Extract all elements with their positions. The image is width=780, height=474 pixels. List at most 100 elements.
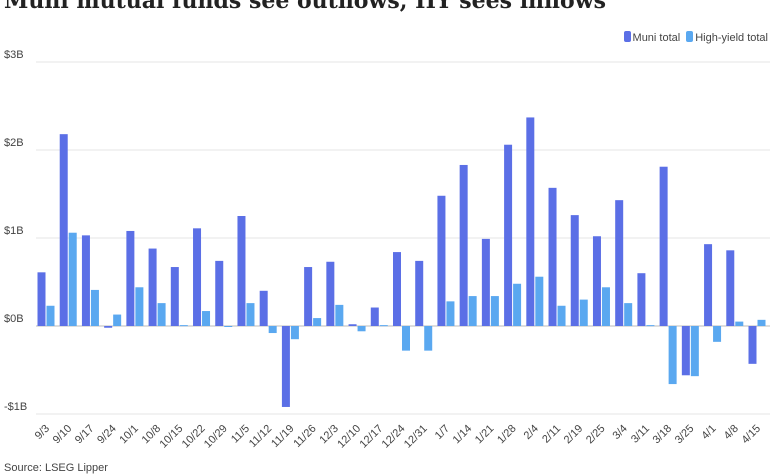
bar-hy-9/17 <box>90 289 99 326</box>
bar-hy-12/31 <box>424 326 433 351</box>
bar-muni-1/28 <box>504 144 513 326</box>
bar-muni-3/25 <box>681 326 690 376</box>
bar-hy-10/29 <box>224 326 233 327</box>
legend-label-muni: Muni total <box>632 32 681 44</box>
bar-hy-11/12 <box>268 326 277 334</box>
y-tick-label: $3B <box>4 49 24 61</box>
legend-swatch-muni <box>623 31 631 42</box>
bar-hy-9/3 <box>46 305 55 326</box>
x-tick-label: 12/17 <box>357 423 385 451</box>
x-tick-label: 1/14 <box>451 423 475 447</box>
x-tick-label: 11/26 <box>291 423 318 450</box>
x-tick-label: 2/25 <box>584 423 608 447</box>
bar-hy-2/4 <box>535 276 544 326</box>
bar-muni-11/12 <box>259 290 268 326</box>
x-tick-label: 2/4 <box>522 423 541 442</box>
x-tick-label: 4/15 <box>739 423 763 447</box>
legend-swatch-hy <box>686 31 694 42</box>
bar-muni-2/25 <box>592 236 601 326</box>
bar-muni-12/10 <box>348 324 357 326</box>
legend-label-hy: High-yield total <box>695 32 768 44</box>
bar-muni-3/18 <box>659 166 668 326</box>
bar-hy-4/15 <box>757 319 766 326</box>
bar-hy-2/19 <box>579 299 588 326</box>
bar-muni-9/17 <box>81 235 90 326</box>
bar-muni-11/26 <box>304 267 313 326</box>
x-tick-label: 4/1 <box>699 423 718 442</box>
x-tick-label: 9/17 <box>73 423 97 447</box>
bar-hy-4/8 <box>735 321 744 326</box>
bar-hy-10/22 <box>202 311 211 326</box>
bar-hy-3/11 <box>646 325 655 327</box>
x-tick-label: 1/7 <box>433 423 452 442</box>
chart-title: Muni mutual funds see outflows, HY sees … <box>4 0 607 14</box>
x-tick-label: 11/12 <box>247 423 274 450</box>
bar-muni-11/19 <box>281 326 290 407</box>
bar-hy-1/14 <box>468 296 477 326</box>
bar-hy-12/17 <box>379 325 388 327</box>
x-tick-label: 10/29 <box>202 423 230 451</box>
x-tick-label: 3/11 <box>629 423 652 446</box>
bar-muni-10/15 <box>170 267 179 326</box>
bar-hy-1/7 <box>446 301 455 326</box>
bar-hy-10/1 <box>135 287 144 326</box>
bar-muni-2/4 <box>526 117 535 326</box>
bar-muni-10/22 <box>193 228 202 326</box>
x-tick-label: 3/18 <box>651 423 675 447</box>
y-tick-label: $2B <box>4 137 24 149</box>
x-tick-label: 4/8 <box>722 423 741 442</box>
bar-hy-4/1 <box>713 326 722 342</box>
bar-muni-12/24 <box>393 252 401 326</box>
bar-hy-10/8 <box>157 303 166 326</box>
x-tick-label: 12/31 <box>402 423 430 451</box>
bar-muni-10/29 <box>215 260 224 326</box>
bar-hy-2/11 <box>557 305 566 326</box>
bar-muni-9/10 <box>59 134 68 326</box>
x-tick-label: 10/15 <box>157 423 185 451</box>
bar-muni-2/19 <box>570 215 579 326</box>
bar-muni-1/14 <box>459 164 468 326</box>
bar-muni-9/24 <box>104 326 113 328</box>
bar-muni-4/8 <box>726 250 735 326</box>
bar-muni-12/3 <box>326 261 335 326</box>
bar-muni-11/5 <box>237 216 246 326</box>
bar-hy-11/19 <box>290 326 299 340</box>
bar-muni-4/1 <box>704 244 713 326</box>
source-note: Source: LSEG Lipper <box>4 462 108 474</box>
x-tick-label: 9/3 <box>33 423 52 442</box>
x-tick-label: 2/11 <box>540 423 563 446</box>
bar-muni-3/11 <box>637 273 646 326</box>
bar-muni-9/3 <box>37 272 46 326</box>
bar-muni-1/21 <box>481 238 490 326</box>
x-tick-label: 2/19 <box>562 423 586 447</box>
x-tick-label: 9/10 <box>51 423 75 447</box>
bar-muni-12/17 <box>370 307 379 326</box>
bar-muni-12/31 <box>415 260 424 326</box>
x-tick-label: 12/24 <box>380 423 408 451</box>
bar-hy-3/4 <box>624 303 633 326</box>
bar-muni-10/8 <box>148 248 157 326</box>
bar-hy-9/10 <box>68 232 77 326</box>
x-tick-label: 10/22 <box>180 423 208 451</box>
x-tick-label: 3/25 <box>673 423 697 447</box>
x-tick-label: 11/19 <box>269 423 296 450</box>
x-tick-label: 1/28 <box>495 423 519 447</box>
x-tick-label: 3/4 <box>611 423 630 442</box>
bar-hy-9/24 <box>113 314 122 326</box>
x-tick-label: 1/21 <box>473 423 497 447</box>
legend-item-hy: High-yield total <box>686 31 768 44</box>
y-tick-label: $1B <box>4 225 24 237</box>
legend-item-muni: Muni total <box>623 31 681 44</box>
bar-hy-11/5 <box>246 303 255 326</box>
bar-hy-12/3 <box>335 304 344 326</box>
y-tick-label: -$1B <box>4 401 27 413</box>
bar-muni-3/4 <box>615 200 624 326</box>
bar-hy-11/26 <box>313 318 322 326</box>
x-tick-label: 10/1 <box>117 423 141 447</box>
bar-muni-10/1 <box>126 230 135 326</box>
y-tick-label: $0B <box>4 313 24 325</box>
legend: Muni total High-yield total <box>623 31 768 44</box>
bar-hy-12/10 <box>357 326 366 332</box>
bar-hy-10/15 <box>179 325 188 327</box>
